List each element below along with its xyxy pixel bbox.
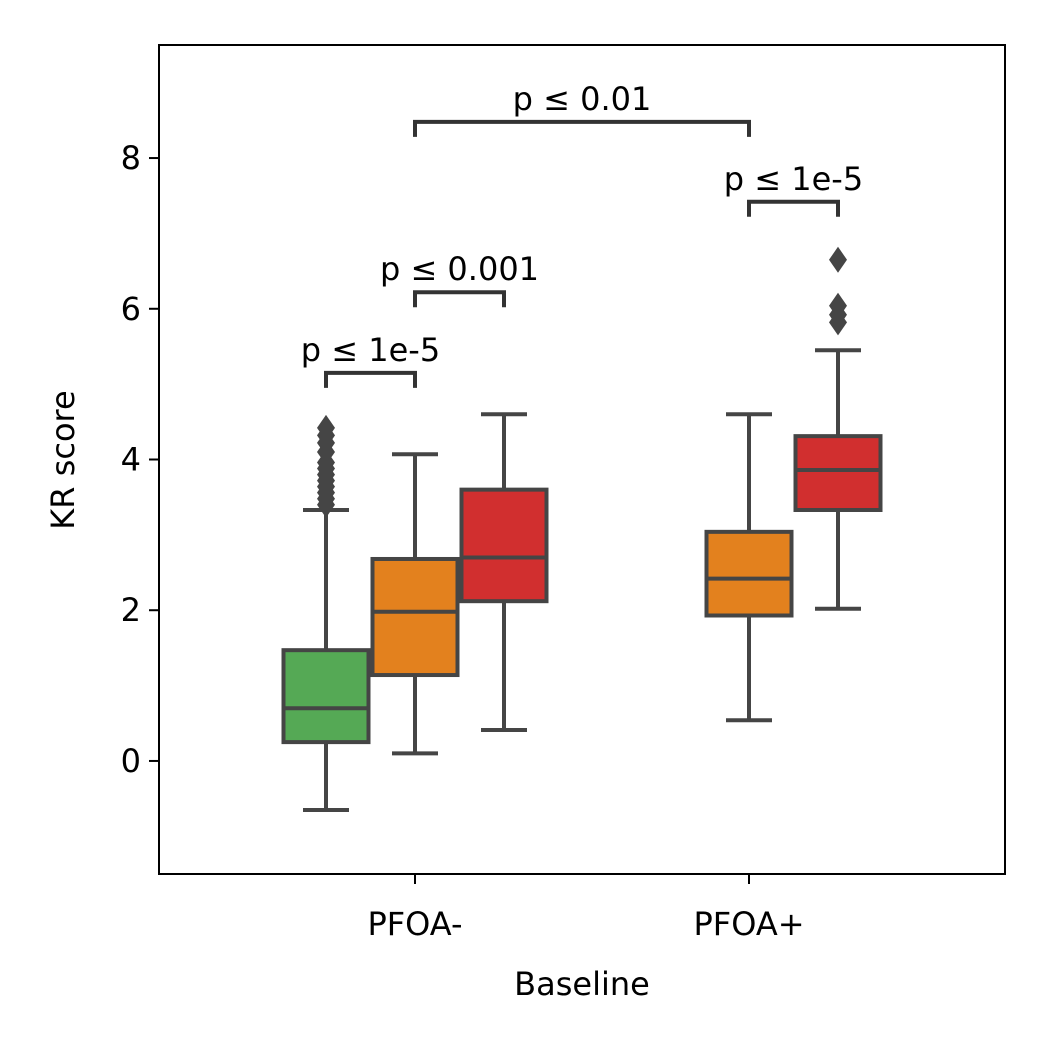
p-value-label: p ≤ 1e-5 [724, 160, 863, 198]
outlier-point [317, 414, 335, 441]
x-axis-label: Baseline [514, 965, 650, 1003]
box-2 [459, 412, 549, 733]
y-tick-label: 6 [121, 290, 141, 328]
box-3 [704, 412, 794, 723]
x-tick-label: PFOA+ [693, 905, 804, 943]
box-body [370, 556, 460, 678]
bracket-line [324, 370, 417, 388]
x-tick-label: PFOA- [367, 905, 462, 943]
y-tick-label: 2 [121, 591, 141, 629]
box-4 [793, 246, 883, 611]
significance-bracket-3: p ≤ 0.01 [413, 80, 751, 137]
p-value-label: p ≤ 1e-5 [301, 331, 440, 369]
box-0 [281, 414, 371, 812]
p-value-label: p ≤ 0.001 [380, 250, 539, 288]
axes: 0 2 4 6 8 PFOA- PFOA+ [121, 139, 805, 943]
bracket-line [413, 119, 751, 137]
bracket-line [413, 290, 506, 308]
box-body [793, 434, 883, 512]
box-body [459, 487, 549, 604]
outlier-point [829, 292, 847, 319]
y-tick-label: 8 [121, 139, 141, 177]
y-tick-label: 0 [121, 742, 141, 780]
significance-bracket-1: p ≤ 0.001 [380, 250, 539, 308]
y-tick-label: 4 [121, 441, 141, 479]
box-body [281, 648, 371, 745]
p-value-label: p ≤ 0.01 [513, 80, 652, 118]
outlier-point [829, 246, 847, 273]
plot-area: p ≤ 1e-5 p ≤ 0.001 p ≤ 1e-5 p ≤ 0.01 [281, 80, 883, 812]
box-body [704, 529, 794, 618]
y-axis-label: KR score [44, 390, 82, 529]
bracket-line [747, 199, 840, 217]
box-1 [370, 452, 460, 756]
significance-bracket-2: p ≤ 1e-5 [724, 160, 863, 217]
significance-bracket-0: p ≤ 1e-5 [301, 331, 440, 388]
